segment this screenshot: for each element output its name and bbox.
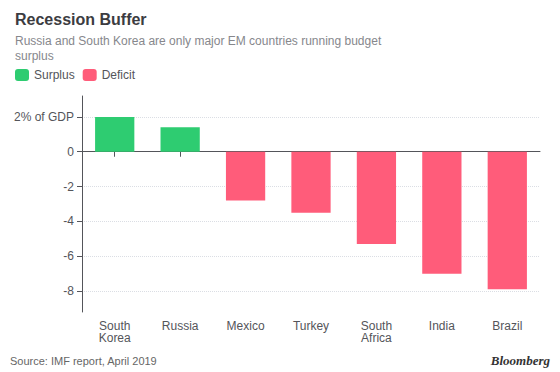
svg-text:Bloomberg: Bloomberg [490,353,551,368]
svg-text:-2: -2 [63,180,74,194]
svg-text:Russia and South Korea are onl: Russia and South Korea are only major EM… [15,34,382,48]
svg-text:Surplus: Surplus [34,68,75,82]
svg-text:-4: -4 [63,214,74,228]
svg-text:South: South [360,319,393,333]
svg-text:Africa: Africa [361,331,392,345]
svg-text:surplus: surplus [15,49,54,63]
svg-text:South: South [99,319,131,333]
svg-text:Deficit: Deficit [102,68,136,82]
svg-text:Recession Buffer: Recession Buffer [15,11,147,28]
svg-text:-6: -6 [63,249,74,263]
svg-text:India: India [429,319,455,333]
svg-text:Source: IMF report, April 2019: Source: IMF report, April 2019 [10,355,157,367]
svg-text:0: 0 [67,145,74,159]
svg-text:2% of GDP: 2% of GDP [14,110,74,124]
svg-text:Turkey: Turkey [293,319,329,333]
svg-text:-8: -8 [63,284,74,298]
svg-text:Korea: Korea [99,331,131,345]
svg-text:Brazil: Brazil [492,319,522,333]
svg-text:Mexico: Mexico [227,319,265,333]
svg-text:Russia: Russia [162,319,199,333]
